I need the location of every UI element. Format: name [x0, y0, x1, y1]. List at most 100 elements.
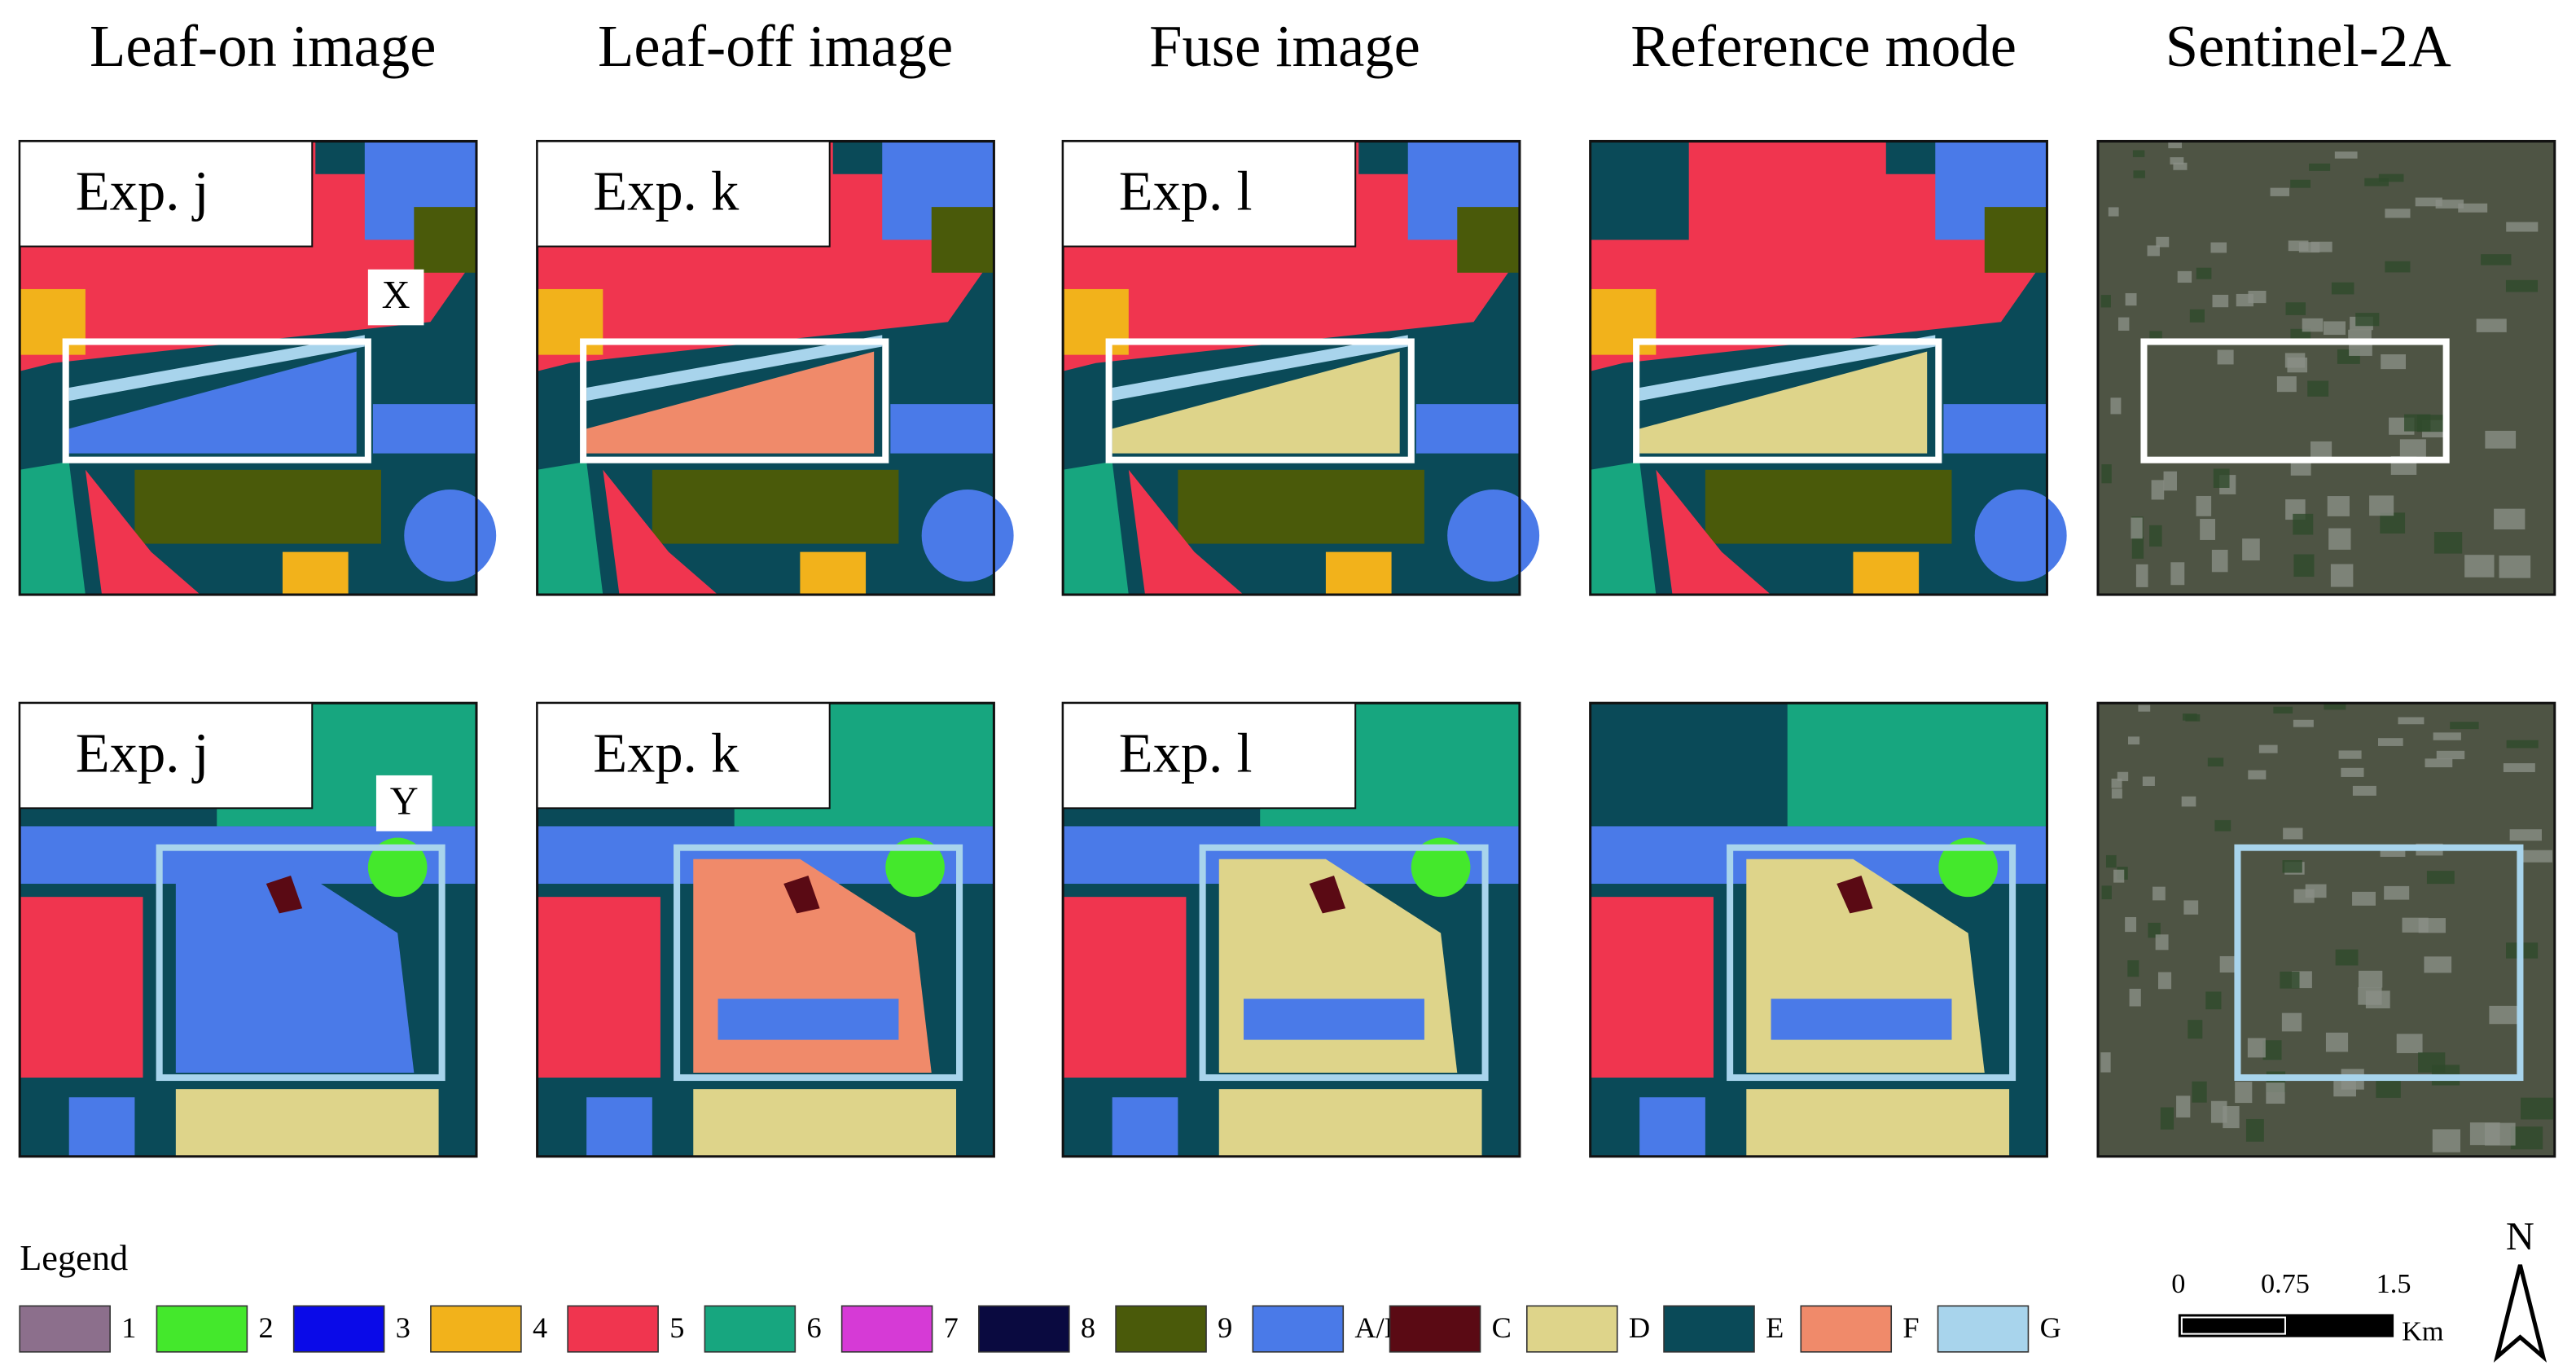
satellite-texture	[2266, 1082, 2285, 1104]
class-area	[1974, 490, 2067, 582]
class-area	[537, 897, 660, 1078]
satellite-texture	[2415, 197, 2442, 207]
satellite-texture	[2436, 750, 2465, 760]
class-area	[537, 461, 603, 595]
class-area	[265, 875, 303, 914]
marker-label: X	[382, 274, 410, 317]
satellite-texture	[2100, 295, 2111, 308]
map-panel: Exp. l	[1061, 139, 1540, 596]
satellite-texture	[2381, 354, 2406, 370]
legend-swatch	[1389, 1305, 1481, 1353]
legend-swatch	[704, 1305, 796, 1353]
satellite-texture	[2177, 270, 2192, 283]
satellite-texture	[2273, 706, 2293, 714]
satellite-texture	[2450, 722, 2479, 730]
satellite-texture	[2125, 916, 2137, 933]
satellite-texture	[2309, 163, 2331, 171]
map-panel	[1589, 701, 2048, 1158]
satellite-texture	[2338, 750, 2362, 759]
satellite-texture	[2341, 767, 2364, 777]
class-area	[586, 335, 883, 402]
map-panel	[1589, 139, 2067, 596]
satellite-texture	[2330, 564, 2354, 587]
satellite-texture	[2519, 850, 2552, 863]
class-area	[890, 404, 994, 454]
panel-label: Exp. l	[1119, 722, 1253, 784]
satellite-texture	[2131, 537, 2144, 559]
legend-swatch	[1937, 1305, 2030, 1353]
satellite-texture	[2105, 854, 2117, 868]
class-area	[1112, 1097, 1178, 1157]
class-area	[1128, 469, 1244, 595]
column-title: Fuse image	[1149, 13, 1420, 79]
satellite-texture	[2217, 349, 2234, 365]
satellite-texture	[2384, 885, 2410, 900]
focus-box	[580, 338, 889, 463]
satellite-texture	[2506, 740, 2539, 749]
class-area	[68, 335, 365, 402]
legend-label: D	[1629, 1311, 1650, 1344]
satellite-texture	[2155, 934, 2169, 951]
legend-label: 5	[669, 1311, 684, 1344]
focus-box	[62, 338, 371, 463]
panel-label: Exp. j	[76, 160, 209, 222]
class-area	[1112, 351, 1400, 454]
legend-label: 2	[259, 1311, 274, 1344]
class-area	[921, 490, 1014, 582]
satellite-texture	[2212, 294, 2229, 308]
class-area	[20, 461, 86, 595]
satellite-texture	[2335, 949, 2359, 966]
satellite-texture	[2285, 302, 2306, 315]
legend-label: 9	[1218, 1311, 1232, 1344]
satellite-texture	[2307, 380, 2329, 397]
satellite-texture	[2270, 187, 2290, 196]
satellite-texture	[2135, 564, 2148, 587]
focus-box	[1199, 844, 1489, 1082]
map-panel	[2096, 701, 2556, 1158]
satellite-texture	[2503, 763, 2535, 772]
legend-swatch	[1252, 1305, 1345, 1353]
label-box	[536, 140, 831, 248]
satellite-texture	[2170, 562, 2185, 586]
legend-swatch	[840, 1305, 933, 1353]
satellite-texture	[2378, 738, 2403, 746]
legend-swatch	[978, 1305, 1070, 1353]
satellite-texture	[2481, 254, 2512, 266]
satellite-texture	[2424, 956, 2452, 973]
satellite-texture	[2210, 242, 2227, 253]
marker-box	[367, 269, 424, 326]
scale-tick-label: 0	[2171, 1268, 2185, 1299]
satellite-texture	[2157, 972, 2172, 990]
class-area	[68, 351, 357, 454]
label-box	[19, 702, 314, 810]
satellite-texture	[2151, 480, 2165, 500]
legend-label: 3	[396, 1311, 410, 1344]
satellite-texture	[2108, 207, 2119, 217]
satellite-texture	[2327, 496, 2350, 516]
satellite-texture	[2127, 959, 2139, 977]
legend-label: G	[2040, 1311, 2061, 1344]
class-area	[603, 469, 718, 595]
legend-label: 4	[533, 1311, 547, 1344]
satellite-texture	[2262, 1040, 2282, 1060]
class-area	[1837, 875, 1873, 914]
legend-label: 1	[121, 1311, 136, 1344]
satellite-texture	[2358, 970, 2383, 988]
satellite-texture	[2189, 309, 2205, 323]
satellite-texture	[2148, 922, 2161, 938]
class-area	[1112, 335, 1408, 402]
satellite-texture	[2183, 900, 2199, 915]
satellite-texture	[2489, 1005, 2521, 1025]
class-area	[1787, 703, 2047, 827]
legend-swatch	[19, 1305, 111, 1353]
satellite-texture	[2138, 705, 2151, 712]
north-arrow	[2493, 1264, 2547, 1363]
legend-swatch	[567, 1305, 659, 1353]
class-area	[1447, 490, 1540, 582]
class-area	[372, 404, 476, 454]
panel-label: Exp. j	[76, 722, 209, 784]
column-title: Sentinel-2A	[2166, 13, 2451, 79]
satellite-texture	[2173, 162, 2188, 170]
satellite-texture	[2323, 321, 2346, 336]
map-panel: Exp. k	[536, 139, 1014, 596]
